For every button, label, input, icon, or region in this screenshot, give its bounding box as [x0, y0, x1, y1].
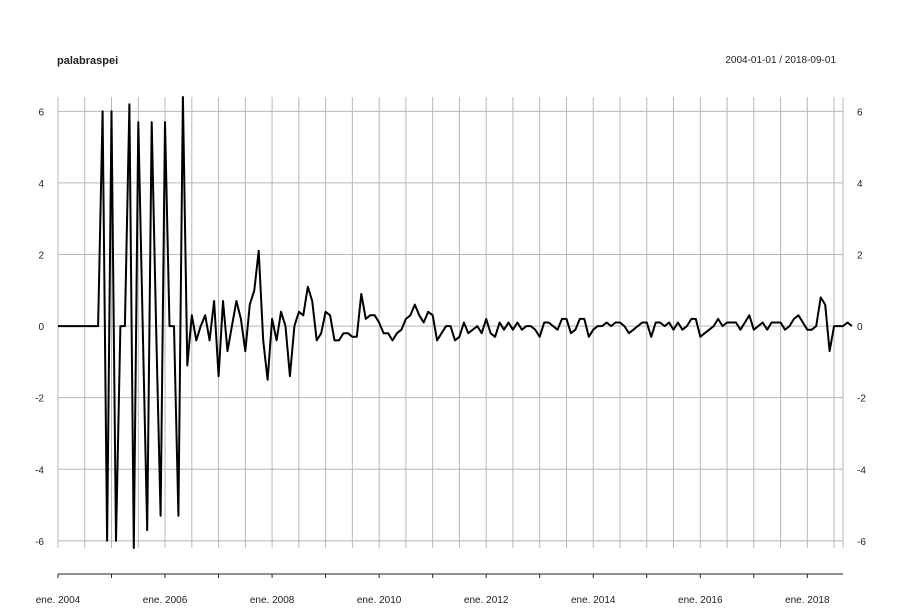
x-tick-label: ene. 2018 — [785, 595, 830, 606]
date-range-label: 2004-01-01 / 2018-09-01 — [725, 55, 836, 66]
y-tick-label-right: 0 — [857, 322, 863, 333]
x-axis: ene. 2004 ene. 2006 ene. 2008 ene. 2010 ene.… — [36, 573, 843, 606]
y-axis-right: 6 4 2 0 -2 -4 -6 — [857, 107, 866, 548]
y-tick-label-left: 6 — [38, 107, 44, 118]
x-tick-label: ene. 2010 — [357, 595, 402, 606]
y-tick-label-right: -2 — [857, 394, 866, 405]
x-tick-label: ene. 2016 — [678, 595, 723, 606]
y-tick-label-right: -4 — [857, 465, 866, 476]
x-tick-label: ene. 2004 — [36, 595, 81, 606]
y-axis-left: 6 4 2 0 -2 -4 -6 — [35, 107, 44, 548]
x-tick-label: ene. 2014 — [571, 595, 616, 606]
x-tick-label: ene. 2008 — [250, 595, 295, 606]
x-tick-label: ene. 2012 — [464, 595, 509, 606]
y-tick-label-left: 0 — [38, 322, 44, 333]
y-tick-label-left: 4 — [38, 179, 44, 190]
y-tick-label-left: -4 — [35, 465, 44, 476]
y-tick-label-right: 4 — [857, 179, 863, 190]
y-tick-label-right: -6 — [857, 537, 866, 548]
y-tick-label-left: 2 — [38, 250, 44, 261]
y-tick-label-left: -2 — [35, 394, 44, 405]
x-tick-label: ene. 2006 — [143, 595, 188, 606]
y-tick-label-right: 2 — [857, 250, 863, 261]
chart-title: palabraspei — [57, 55, 118, 67]
grid — [57, 97, 844, 548]
y-tick-label-left: -6 — [35, 537, 44, 548]
series-line — [58, 96, 853, 549]
y-tick-label-right: 6 — [857, 107, 863, 118]
